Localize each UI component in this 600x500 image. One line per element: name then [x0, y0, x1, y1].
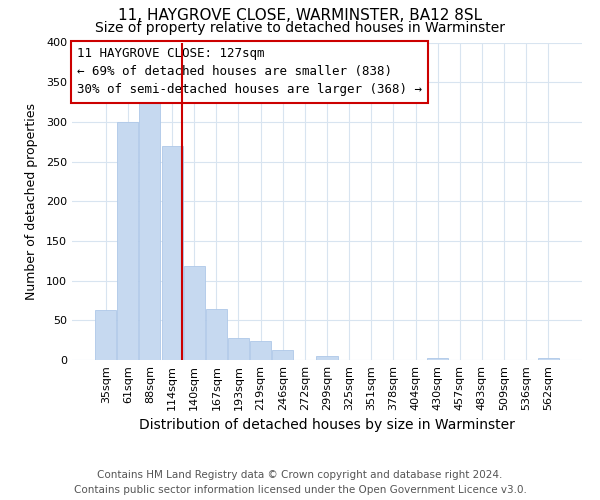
Bar: [427, 358, 448, 360]
Bar: [272, 350, 293, 360]
Bar: [206, 309, 227, 360]
Bar: [250, 341, 271, 360]
Text: 11, HAYGROVE CLOSE, WARMINSTER, BA12 8SL: 11, HAYGROVE CLOSE, WARMINSTER, BA12 8SL: [118, 8, 482, 22]
Bar: [184, 266, 205, 360]
Text: Contains HM Land Registry data © Crown copyright and database right 2024.
Contai: Contains HM Land Registry data © Crown c…: [74, 470, 526, 495]
Bar: [316, 356, 338, 360]
X-axis label: Distribution of detached houses by size in Warminster: Distribution of detached houses by size …: [139, 418, 515, 432]
Bar: [118, 122, 139, 360]
Bar: [228, 338, 249, 360]
Bar: [161, 146, 182, 360]
Text: Size of property relative to detached houses in Warminster: Size of property relative to detached ho…: [95, 21, 505, 35]
Bar: [538, 358, 559, 360]
Bar: [139, 98, 160, 360]
Bar: [95, 310, 116, 360]
Y-axis label: Number of detached properties: Number of detached properties: [25, 103, 38, 300]
Text: 11 HAYGROVE CLOSE: 127sqm
← 69% of detached houses are smaller (838)
30% of semi: 11 HAYGROVE CLOSE: 127sqm ← 69% of detac…: [77, 48, 422, 96]
